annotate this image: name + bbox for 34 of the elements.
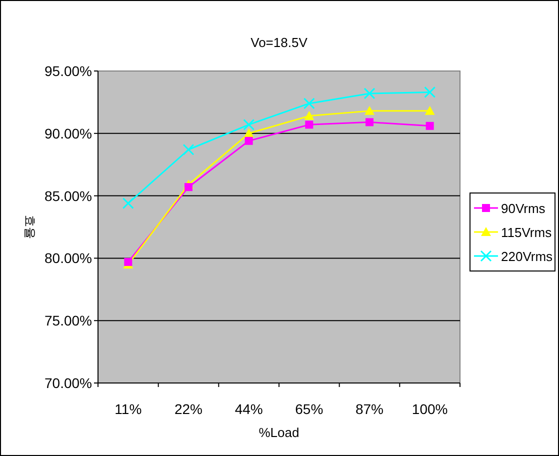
x-tick-label: 22% (174, 401, 203, 417)
x-tick-label: 44% (234, 401, 263, 417)
point (122, 198, 134, 210)
point (244, 128, 254, 138)
point (184, 183, 192, 192)
x-tick-label: 11% (114, 401, 142, 417)
point (424, 86, 436, 98)
point (366, 118, 374, 126)
point (243, 118, 255, 130)
point (182, 144, 194, 156)
chart-title: Vo=18.5V (250, 35, 308, 50)
x-tick-label: 100% (412, 401, 448, 417)
point (244, 136, 253, 145)
x-tick-label: 87% (355, 401, 384, 417)
y-tick-label: 70.00% (44, 375, 92, 391)
x-axis-title: %Load (258, 425, 300, 440)
point (124, 258, 132, 266)
y-axis-title: 효율 (23, 215, 37, 239)
y-tick-label: 95.00% (44, 63, 92, 79)
legend-label: 115Vrms (501, 225, 552, 240)
point (305, 120, 314, 129)
point (424, 106, 435, 115)
y-tick-label: 85.00% (44, 188, 92, 204)
legend-label: 90Vrms (501, 201, 546, 216)
point (304, 110, 314, 120)
point (364, 106, 374, 115)
y-tick-label: 75.00% (44, 312, 92, 329)
legend-label: 220Vrms (501, 249, 554, 264)
point (364, 88, 376, 100)
y-tick-label: 90.00% (44, 125, 92, 142)
y-tick-label: 80.00% (44, 250, 92, 266)
x-tick-label: 65% (295, 401, 324, 417)
point (303, 98, 315, 110)
point (426, 122, 434, 130)
